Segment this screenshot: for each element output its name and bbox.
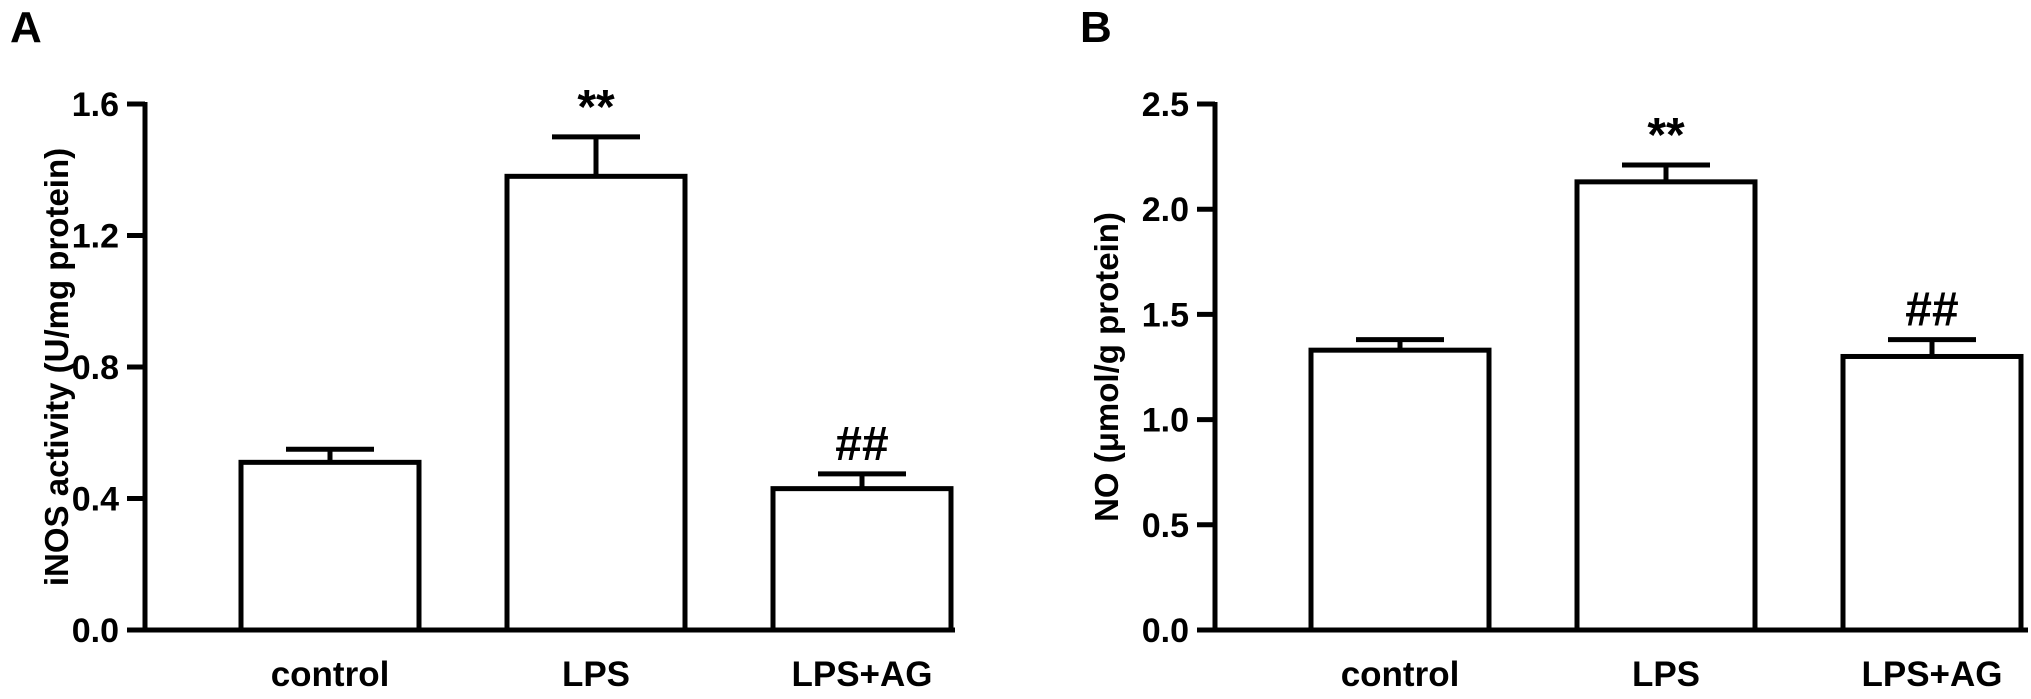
significance-label: ** [1647,109,1685,162]
bar-lps [1574,179,1758,633]
panel-letter: B [1080,3,1112,52]
x-tick-label: control [1341,655,1460,694]
chart-panel-b: B 0.0 0.5 1.0 1.5 2.0 2.5 NO (μmol/g protein) co… [1080,3,2028,694]
bar-control [238,459,422,633]
chart-panel-a: A 0.0 0.4 0.8 1.2 1.6 iNOS activity (U/mg prot… [10,3,955,694]
x-tick-label: control [271,655,390,694]
y-tick-label: 0.8 [72,349,119,387]
bar-lps [504,173,688,633]
significance-label: ## [835,418,888,471]
x-tick-label: LPS [562,655,630,694]
x-tick-label: LPS [1632,655,1700,694]
bar-control [1308,347,1492,633]
y-tick-label: 1.5 [1142,296,1189,334]
y-axis-label: iNOS activity (U/mg protein) [38,148,75,586]
x-tick-label: LPS+AG [791,655,932,694]
y-axis-label: NO (μmol/g protein) [1088,212,1125,522]
panel-letter: A [10,3,42,52]
y-tick-label: 2.0 [1142,191,1189,229]
bar-lps-ag [1840,353,2024,633]
y-tick-label: 2.5 [1142,86,1189,124]
y-tick-label: 0.0 [1142,612,1189,650]
y-tick-label: 0.0 [72,612,119,650]
significance-label: ** [577,81,615,134]
bar-lps-ag [770,486,954,633]
significance-label: ## [1905,284,1958,337]
y-tick-label: 1.2 [72,218,119,256]
y-tick-label: 1.6 [72,86,119,124]
y-tick-label: 1.0 [1142,402,1189,440]
y-tick-label: 0.5 [1142,507,1189,545]
y-tick-label: 0.4 [72,481,119,519]
x-tick-label: LPS+AG [1861,655,2002,694]
